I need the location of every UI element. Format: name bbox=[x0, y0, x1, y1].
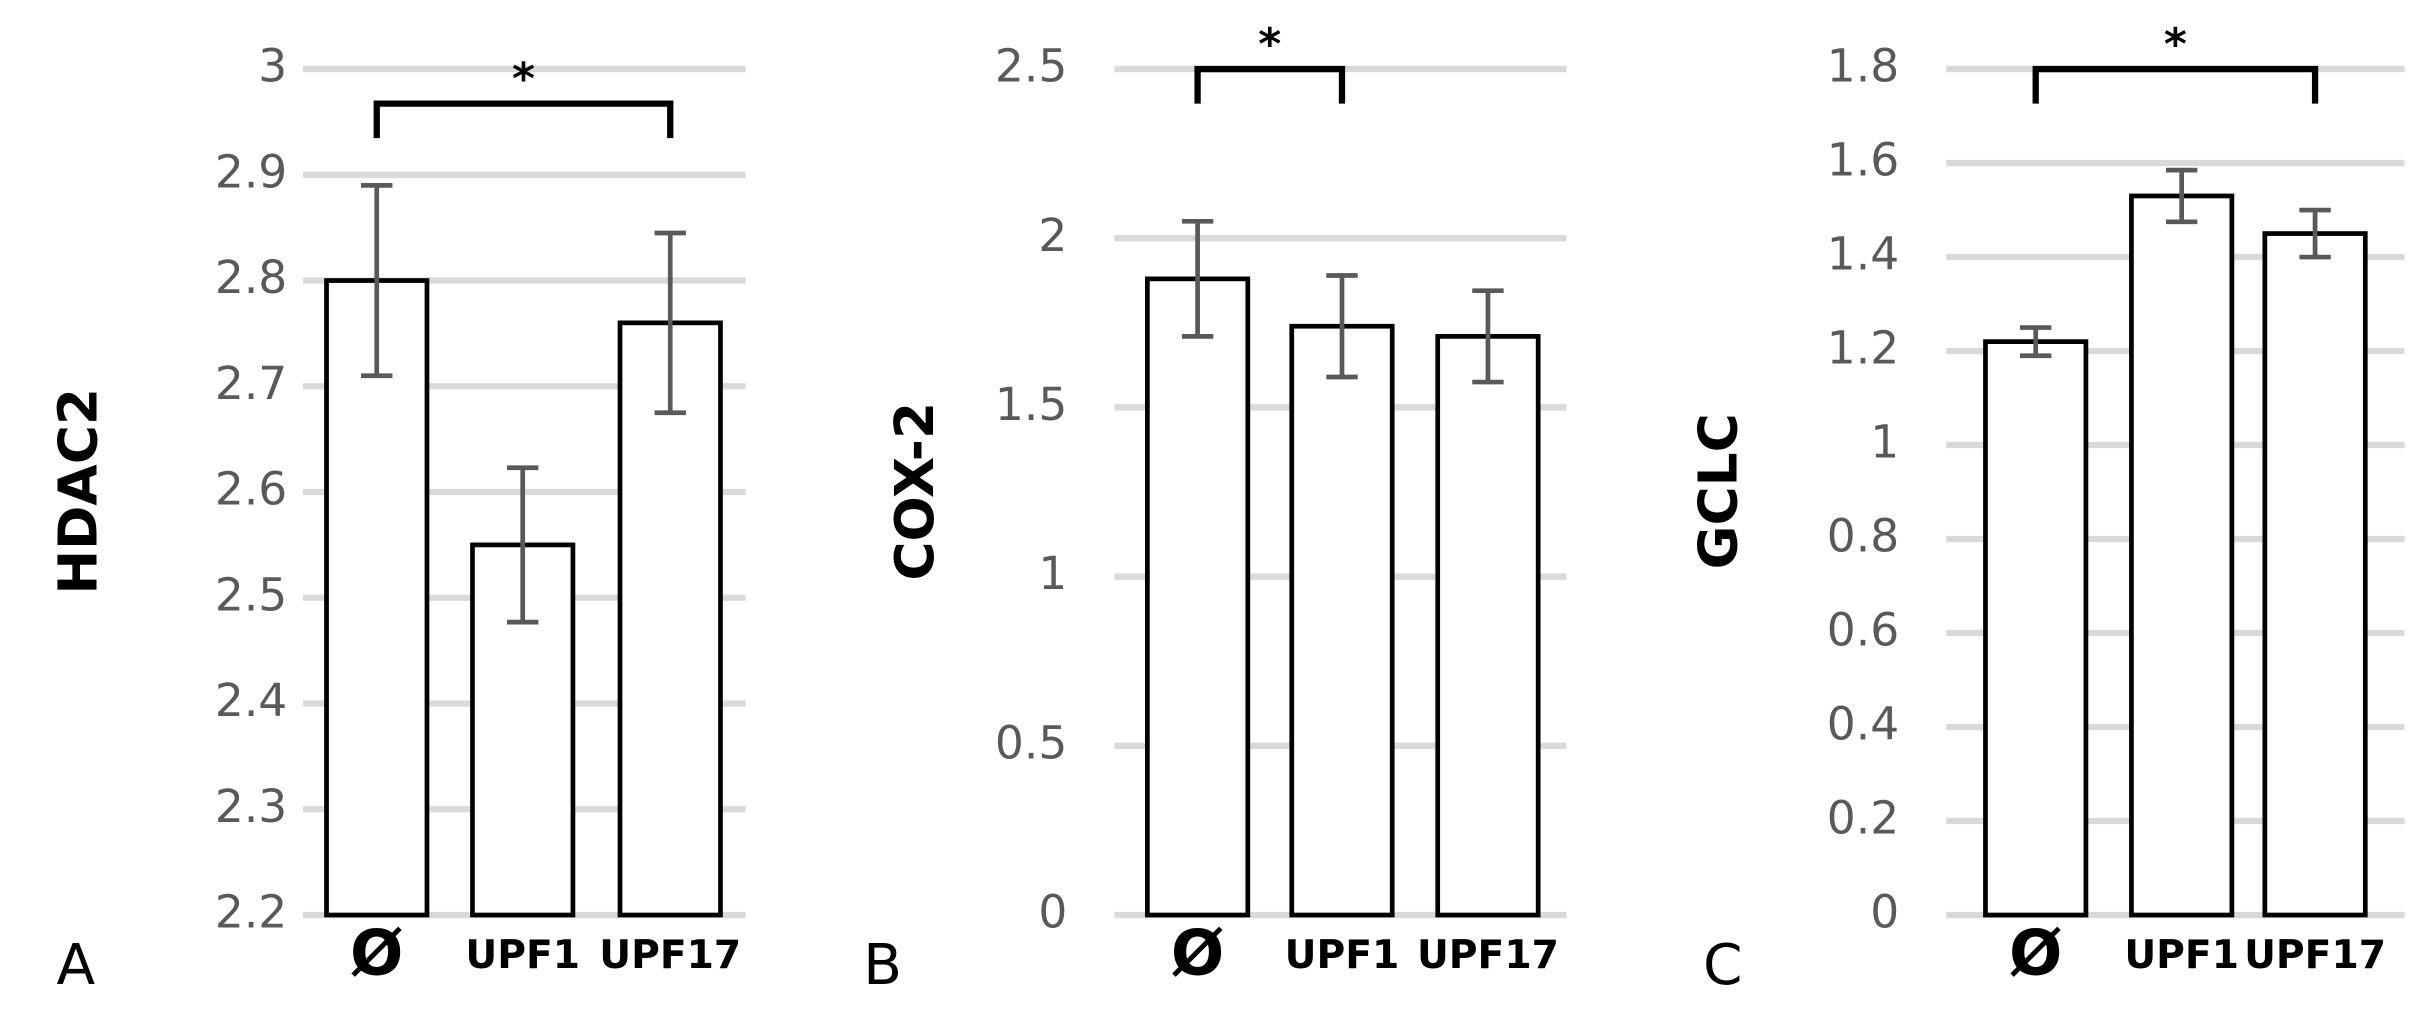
y-tick-label: 1 bbox=[1870, 416, 1899, 469]
x-tick-label: UPF17 bbox=[599, 933, 741, 978]
y-axis-label: GCLC bbox=[1686, 413, 1749, 569]
y-axis-label: COX-2 bbox=[883, 402, 946, 581]
y-tick-label: 1.8 bbox=[1827, 40, 1899, 93]
y-tick-label: 0.6 bbox=[1827, 604, 1899, 657]
x-tick-label: Ø bbox=[350, 916, 403, 989]
y-tick-label: 2.7 bbox=[215, 357, 287, 410]
y-tick-label: 2.9 bbox=[215, 145, 287, 198]
bar bbox=[1145, 276, 1251, 918]
y-tick-label: 1.5 bbox=[995, 378, 1067, 431]
y-tick-label: 3 bbox=[258, 40, 287, 93]
bar bbox=[617, 320, 723, 918]
bar bbox=[2262, 231, 2368, 918]
error-bar bbox=[654, 230, 686, 416]
x-tick-label: UPF17 bbox=[2244, 933, 2386, 978]
error-bar bbox=[1472, 288, 1504, 385]
bar bbox=[2129, 193, 2235, 918]
y-tick-label: 1 bbox=[1038, 547, 1067, 600]
y-tick-label: 1.2 bbox=[1827, 322, 1899, 375]
y-tick-label: 0.5 bbox=[995, 716, 1067, 769]
significance-label: * bbox=[512, 54, 535, 105]
significance-label: * bbox=[2164, 19, 2187, 70]
error-bar bbox=[2165, 167, 2198, 225]
x-tick-label: Ø bbox=[2009, 916, 2062, 989]
x-tick-label: UPF1 bbox=[465, 933, 580, 978]
y-tick-label: 1.4 bbox=[1827, 228, 1899, 281]
bar bbox=[1435, 334, 1541, 918]
y-tick-label: 0.8 bbox=[1827, 510, 1899, 563]
panel-letter: C bbox=[1703, 933, 1742, 998]
error-bar bbox=[507, 465, 539, 625]
significance-bracket bbox=[2032, 65, 2319, 104]
x-tick-label: UPF1 bbox=[1285, 933, 1400, 978]
x-tick-label: UPF1 bbox=[2124, 933, 2239, 978]
bar bbox=[1289, 323, 1395, 918]
y-axis-label: HDAC2 bbox=[46, 388, 109, 595]
panel-letter: B bbox=[863, 933, 902, 998]
y-tick-label: 0.2 bbox=[1827, 792, 1899, 845]
x-tick-label: Ø bbox=[1171, 916, 1224, 989]
significance-bracket bbox=[1194, 65, 1346, 104]
y-tick-label: 2.5 bbox=[995, 40, 1067, 93]
y-tick-label: 2 bbox=[1038, 209, 1067, 262]
y-tick-label: 1.6 bbox=[1827, 134, 1899, 187]
error-bar bbox=[361, 183, 393, 379]
y-tick-label: 2.4 bbox=[215, 674, 287, 727]
error-bar bbox=[1326, 273, 1358, 380]
bar bbox=[1983, 339, 2089, 918]
error-bar bbox=[2299, 207, 2331, 260]
error-bar bbox=[1181, 218, 1214, 339]
y-tick-label: 2.8 bbox=[215, 251, 287, 304]
significance-label: * bbox=[1258, 19, 1281, 70]
significance-bracket bbox=[373, 100, 674, 139]
error-bar bbox=[2020, 325, 2052, 359]
y-tick-label: 0.4 bbox=[1827, 698, 1899, 751]
y-tick-label: 0 bbox=[1038, 886, 1067, 939]
y-tick-label: 0 bbox=[1870, 886, 1899, 939]
y-tick-label: 2.6 bbox=[215, 463, 287, 516]
x-tick-label: UPF17 bbox=[1417, 933, 1559, 978]
panel-letter: A bbox=[57, 933, 96, 998]
y-tick-label: 2.3 bbox=[215, 780, 287, 833]
y-tick-label: 2.2 bbox=[215, 886, 287, 939]
y-tick-label: 2.5 bbox=[215, 568, 287, 621]
